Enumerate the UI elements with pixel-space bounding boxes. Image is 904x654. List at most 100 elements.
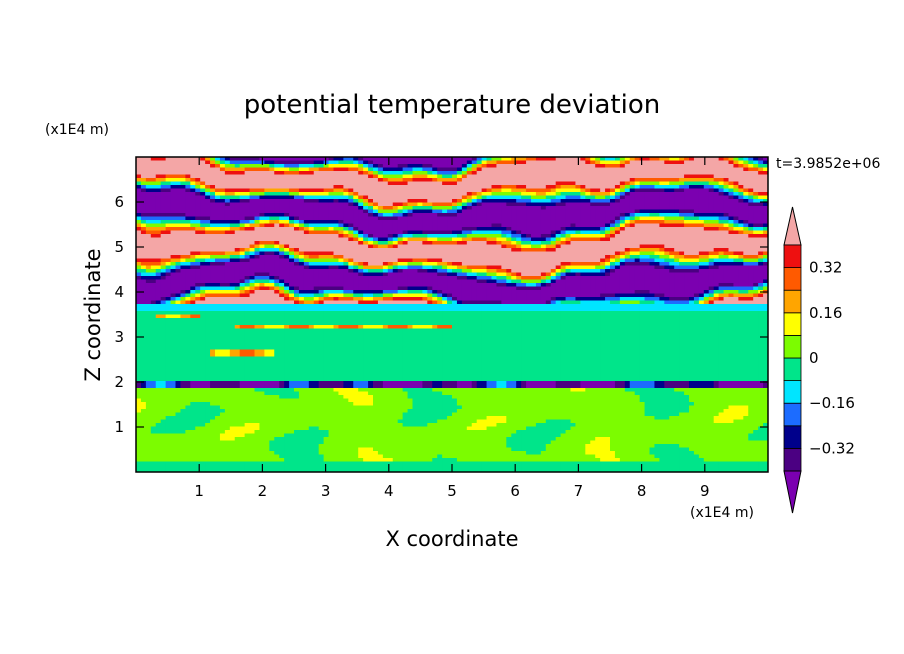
field-cell [185,230,191,235]
field-cell [298,188,305,193]
field-cell [136,216,142,221]
field-cell [526,255,532,260]
field-cell [254,171,261,176]
field-cell [718,192,725,197]
field-cell [614,227,621,232]
field-cell [738,230,744,235]
field-cell [511,234,517,239]
field-cell [560,272,567,277]
field-cell [743,167,749,172]
field-cell [496,164,502,169]
field-cell [279,195,285,200]
field-cell [713,223,720,228]
field-cell [723,227,730,232]
field-cell [605,248,611,253]
field-cell [491,181,498,186]
field-cell [664,244,670,249]
field-cell [377,237,384,242]
field-cell [150,206,157,211]
field-cell [570,199,577,204]
field-cell [698,195,705,200]
field-cell [452,244,458,249]
field-cell [718,286,725,291]
field-cell [180,283,186,288]
field-cell [215,209,221,214]
field-cell [659,202,665,207]
field-cell [605,276,611,281]
field-cell [259,185,265,190]
field-cell [516,230,522,235]
field-cell [422,262,428,267]
field-cell [649,227,656,232]
field-cell [526,209,532,214]
field-cell [333,265,340,270]
field-cell [239,157,246,162]
field-cell [575,283,581,288]
field-cell [150,272,157,277]
field-cell [565,265,572,270]
field-cell [669,223,675,228]
field-cell [600,199,606,204]
field-cell [432,244,438,249]
field-cell [624,262,631,267]
field-cell [387,227,394,232]
field-cell [377,286,384,291]
field-cell [249,230,256,235]
field-cell [422,220,428,225]
field-cell [481,286,488,291]
field-cell [669,276,675,281]
field-cell [743,174,749,179]
field-cell [555,202,562,207]
field-cell [417,290,423,295]
field-cell [447,262,453,267]
field-cell [728,248,735,253]
field-cell [605,213,611,218]
field-cell [219,216,226,221]
field-cell [614,160,621,165]
field-cell [318,290,325,295]
field-cell [738,206,744,211]
field-cell [506,241,512,246]
field-cell [575,213,581,218]
field-cell [733,160,739,165]
field-cell [491,269,498,274]
field-cell [373,188,379,193]
field-cell [565,255,572,260]
field-cell [185,272,191,277]
field-cell [348,244,354,249]
field-cell [540,178,547,183]
field-cell [540,279,547,284]
field-cell [427,230,433,235]
field-cell [708,237,715,242]
field-cell [200,223,206,228]
field-cell [659,157,665,162]
field-cell [447,164,453,169]
field-cell [279,251,285,256]
field-cell [461,230,468,235]
field-cell [303,276,310,281]
field-cell [634,279,641,284]
field-cell [412,192,419,197]
field-cell [733,209,739,214]
field-cell [644,209,651,214]
field-cell [748,209,754,214]
field-cell [215,286,221,291]
field-cell [639,272,646,277]
field-cell [323,269,330,274]
field-cell [224,272,231,277]
field-cell [540,276,547,281]
field-cell [136,164,142,169]
field-cell [392,272,399,277]
field-cell [343,248,349,253]
field-cell [274,279,280,284]
field-cell [733,178,739,183]
field-cell [649,199,656,204]
field-cell [407,178,414,183]
field-cell [175,272,182,277]
field-cell [486,241,493,246]
field-cell [753,195,759,200]
field-cell [234,237,241,242]
field-cell [535,279,542,284]
field-cell [387,241,394,246]
field-cell [748,258,754,263]
